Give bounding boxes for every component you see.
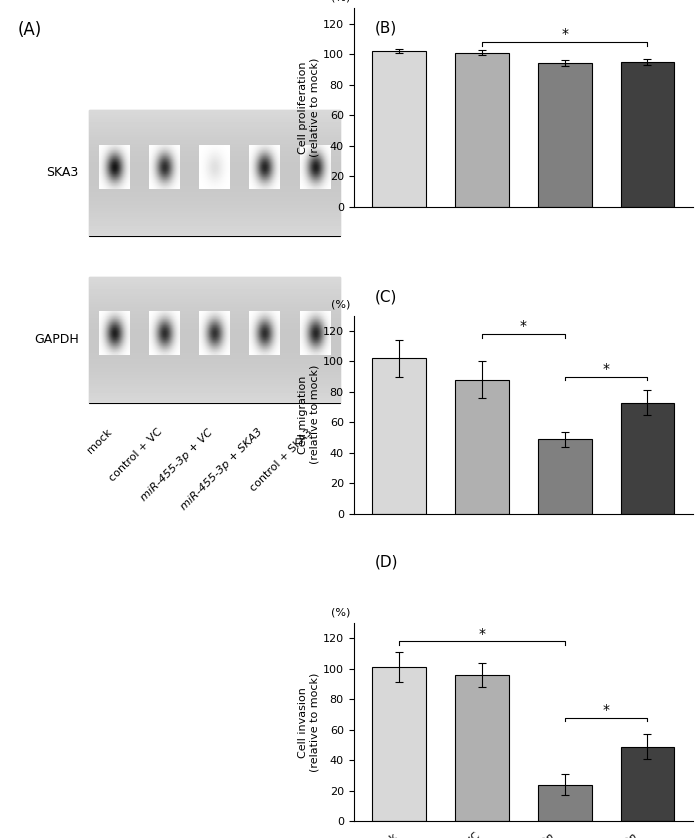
Text: control + SKA3: control + SKA3 (248, 427, 315, 494)
Y-axis label: Cell invasion
(relative to mock): Cell invasion (relative to mock) (298, 672, 320, 772)
Y-axis label: Cell proliferation
(relative to mock): Cell proliferation (relative to mock) (298, 58, 320, 158)
Bar (538, 64, 592, 207)
Text: mock: mock (85, 427, 114, 456)
Text: SKA3: SKA3 (46, 167, 78, 179)
Bar (372, 359, 426, 514)
Bar (455, 380, 509, 514)
Bar (538, 784, 592, 821)
Bar (372, 667, 426, 821)
FancyBboxPatch shape (89, 110, 340, 236)
FancyBboxPatch shape (89, 277, 340, 402)
Bar (455, 53, 509, 207)
Bar (620, 62, 674, 207)
Text: (B): (B) (374, 21, 397, 36)
Bar (620, 402, 674, 514)
Text: (D): (D) (374, 555, 398, 570)
Text: *: * (603, 362, 610, 376)
Text: *: * (561, 27, 568, 41)
Y-axis label: Cell migration
(relative to mock): Cell migration (relative to mock) (298, 365, 320, 464)
Bar (620, 747, 674, 821)
Text: (C): (C) (374, 289, 397, 304)
Text: (%): (%) (330, 607, 350, 617)
Text: (%): (%) (330, 0, 350, 3)
Text: miR-455-3p + SKA3: miR-455-3p + SKA3 (179, 427, 265, 513)
Bar (372, 51, 426, 207)
Text: *: * (519, 319, 526, 334)
Text: (%): (%) (330, 300, 350, 310)
Text: (A): (A) (18, 21, 41, 39)
Text: control + VC: control + VC (107, 427, 164, 484)
Text: miR-455-3p + VC: miR-455-3p + VC (139, 427, 214, 503)
Text: *: * (603, 703, 610, 716)
Text: GAPDH: GAPDH (34, 334, 78, 346)
Bar (538, 439, 592, 514)
Bar (455, 675, 509, 821)
Text: *: * (478, 627, 485, 640)
